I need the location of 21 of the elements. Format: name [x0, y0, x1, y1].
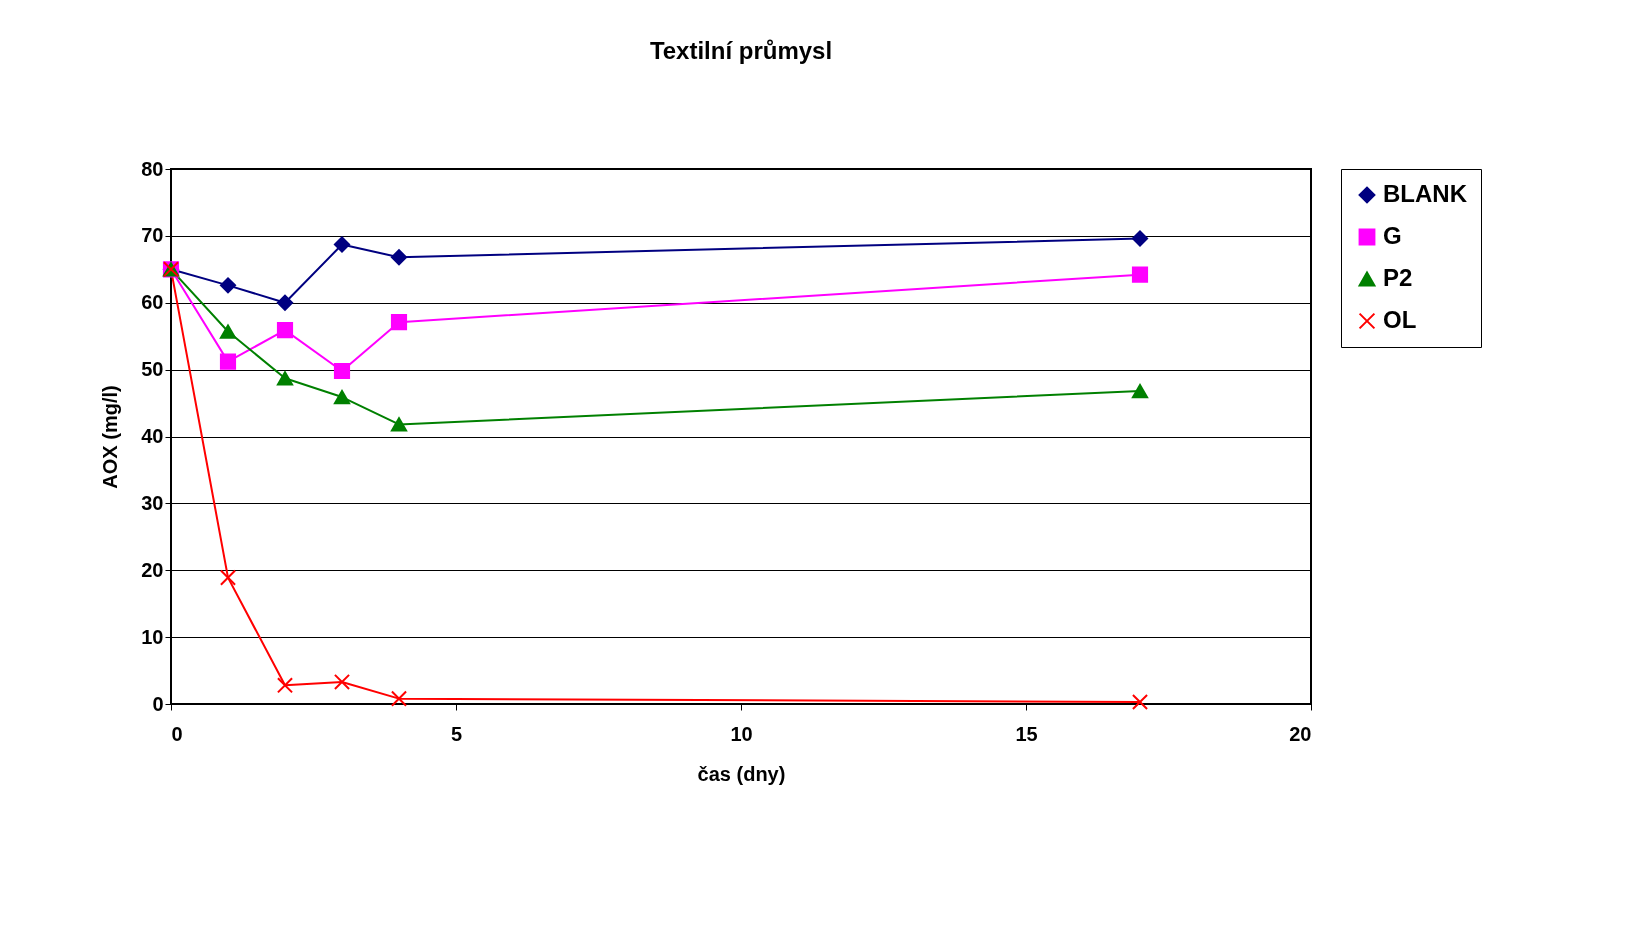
x-axis-title: čas (dny)	[697, 762, 786, 785]
x-tick-label: 5	[450, 722, 463, 745]
legend-label: OL	[1383, 306, 1417, 333]
y-tick-label: 10	[141, 625, 164, 648]
y-tick-label: 70	[141, 224, 164, 247]
x-tick-label: 15	[1015, 722, 1038, 745]
legend-label: P2	[1383, 264, 1413, 291]
y-tick-label: 60	[141, 291, 164, 314]
x-tick-label: 20	[1289, 722, 1312, 745]
x-tick-label: 0	[171, 722, 183, 745]
y-tick-label: 80	[141, 157, 164, 180]
chart-title: Textilní průmysl	[649, 37, 833, 64]
y-tick-label: 40	[141, 425, 164, 447]
y-tick-label: 50	[141, 358, 164, 381]
y-tick-label: 0	[152, 692, 164, 715]
x-tick-label: 10	[730, 722, 753, 745]
y-axis-title: AOX (mg/l)	[99, 385, 122, 489]
y-tick-label: 20	[141, 558, 164, 581]
legend-label: G	[1383, 222, 1402, 249]
legend-label: BLANK	[1383, 180, 1468, 207]
y-tick-label: 30	[141, 491, 164, 514]
